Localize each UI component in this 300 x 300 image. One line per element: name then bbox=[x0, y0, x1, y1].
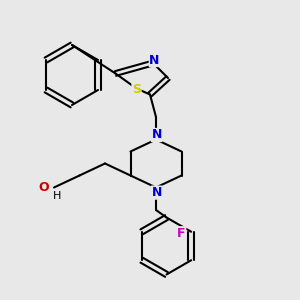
Text: N: N bbox=[152, 186, 162, 199]
Text: F: F bbox=[177, 227, 186, 240]
Text: O: O bbox=[38, 181, 49, 194]
Text: S: S bbox=[132, 82, 141, 96]
Text: N: N bbox=[152, 128, 162, 142]
Text: H: H bbox=[53, 191, 61, 201]
Text: N: N bbox=[149, 53, 160, 67]
